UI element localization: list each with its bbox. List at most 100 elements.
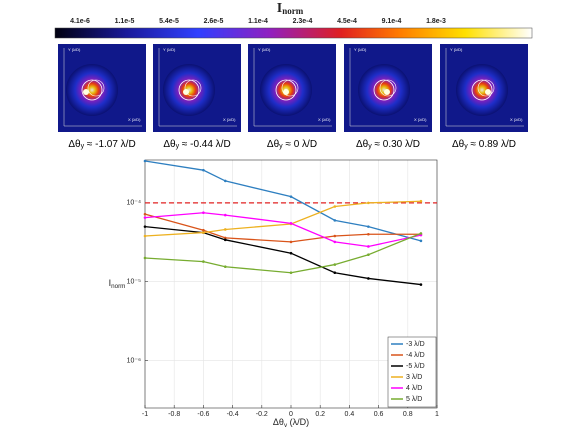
x-tick-label: 0 xyxy=(289,411,293,418)
psf-ring xyxy=(87,79,105,97)
psf-core xyxy=(283,89,289,95)
x-tick-label: 0.2 xyxy=(315,411,325,418)
x-tick-label: -0.4 xyxy=(227,411,239,418)
text-sub: y xyxy=(176,143,180,150)
panel-x-label: X (λ/D) xyxy=(318,117,331,122)
text-base: Δθ xyxy=(356,139,369,150)
data-point xyxy=(419,232,423,235)
data-point xyxy=(143,225,147,228)
colorbar-label: 2.3e-4 xyxy=(293,18,313,25)
legend-label: 5 λ/D xyxy=(406,396,422,403)
data-point xyxy=(367,245,370,248)
data-point xyxy=(202,228,205,232)
psf-ring xyxy=(379,79,397,97)
colorbar-label: 2.6e-5 xyxy=(204,18,224,25)
text-rest: ≈ 0.30 λ/D xyxy=(372,139,420,150)
y-tick-label: 10⁻⁵ xyxy=(127,279,141,286)
data-point xyxy=(289,195,293,198)
text-rest: ≈ 0 λ/D xyxy=(283,139,317,150)
psf-ring xyxy=(477,79,495,97)
text-base: Δθ xyxy=(267,139,280,150)
panel-caption: Δθy ≈ 0 λ/D xyxy=(267,139,317,150)
plot-frame xyxy=(144,159,438,409)
data-point xyxy=(419,239,423,243)
data-point xyxy=(289,251,293,255)
text-rest: ≈ -1.07 λ/D xyxy=(84,139,136,150)
psf-halo xyxy=(66,64,118,116)
data-point xyxy=(333,263,337,266)
text-rest: ≈ 0.89 λ/D xyxy=(468,139,516,150)
colorbar-label: 4.1e-6 xyxy=(70,18,90,25)
psf-ring xyxy=(178,79,200,101)
text-base: Δθ xyxy=(273,417,284,427)
psf-halo xyxy=(456,64,508,116)
y-axis-label: Inorm xyxy=(109,278,126,289)
data-point xyxy=(289,222,293,225)
data-point xyxy=(224,179,227,183)
title-sub: norm xyxy=(282,6,304,16)
data-point xyxy=(143,216,147,219)
data-point xyxy=(143,256,147,260)
x-tick-label: 0.4 xyxy=(345,411,355,418)
figure-title: Inorm xyxy=(277,1,304,16)
data-point xyxy=(333,240,337,244)
data-point xyxy=(367,225,370,228)
data-point xyxy=(367,253,370,257)
data-point xyxy=(333,271,337,275)
psf-core xyxy=(83,89,89,95)
data-point xyxy=(224,238,227,242)
panel-x-label: X (λ/D) xyxy=(128,117,141,122)
panel-caption: Δθy ≈ 0.30 λ/D xyxy=(356,139,420,150)
data-point xyxy=(289,240,293,244)
data-point xyxy=(419,283,423,286)
data-point xyxy=(367,277,370,280)
text-rest: ≈ -0.44 λ/D xyxy=(179,139,231,150)
colorbar-label: 1.8e-3 xyxy=(426,18,446,25)
text-base: Δθ xyxy=(163,139,176,150)
data-point xyxy=(367,232,370,236)
psf-ring xyxy=(275,79,297,101)
psf-core xyxy=(485,89,491,95)
text-base: I xyxy=(109,278,112,288)
x-tick-label: -1 xyxy=(142,411,148,418)
legend-label: 3 λ/D xyxy=(406,374,422,381)
text-sub: y xyxy=(284,422,288,427)
psf-core xyxy=(384,89,390,95)
data-point xyxy=(143,159,147,163)
data-point xyxy=(224,213,227,217)
x-axis-label: Δθy (λ/D) xyxy=(273,417,309,427)
colorbar-label: 4.5e-4 xyxy=(337,18,357,25)
panel-caption: Δθy ≈ -1.07 λ/D xyxy=(68,139,135,150)
colorbar-label: 1.1e-4 xyxy=(248,18,268,25)
data-point xyxy=(143,212,147,216)
psf-ring xyxy=(81,79,103,101)
legend-label: -4 λ/D xyxy=(406,352,425,359)
colorbar-label: 1.1e-5 xyxy=(115,18,135,25)
panel-y-label: Y (λ/D) xyxy=(450,47,463,52)
panel-y-label: Y (λ/D) xyxy=(163,47,176,52)
y-tick-label: 10⁻⁶ xyxy=(127,357,141,364)
text-base: Δθ xyxy=(68,139,81,150)
data-point xyxy=(333,219,337,222)
data-point xyxy=(224,265,227,269)
panel-x-label: X (λ/D) xyxy=(510,117,523,122)
data-point xyxy=(289,271,293,275)
text-sub: norm xyxy=(111,283,125,290)
colorbar-label: 9.1e-4 xyxy=(382,18,402,25)
panel-y-label: Y (λ/D) xyxy=(68,47,81,52)
panel-y-label: Y (λ/D) xyxy=(258,47,271,52)
data-point xyxy=(333,205,337,208)
legend-box xyxy=(387,336,437,408)
title-base: I xyxy=(277,1,282,16)
text-base: Δθ xyxy=(452,139,465,150)
text-sub: y xyxy=(464,143,468,150)
psf-halo xyxy=(358,64,410,116)
text-sub: y xyxy=(81,143,85,150)
data-point xyxy=(367,201,370,205)
panel-caption: Δθy ≈ -0.44 λ/D xyxy=(163,139,230,150)
panel-caption: Δθy ≈ 0.89 λ/D xyxy=(452,139,516,150)
text-rest: (λ/D) xyxy=(287,417,309,427)
psf-halo xyxy=(163,64,215,116)
data-point xyxy=(202,168,205,172)
data-point xyxy=(202,231,205,234)
